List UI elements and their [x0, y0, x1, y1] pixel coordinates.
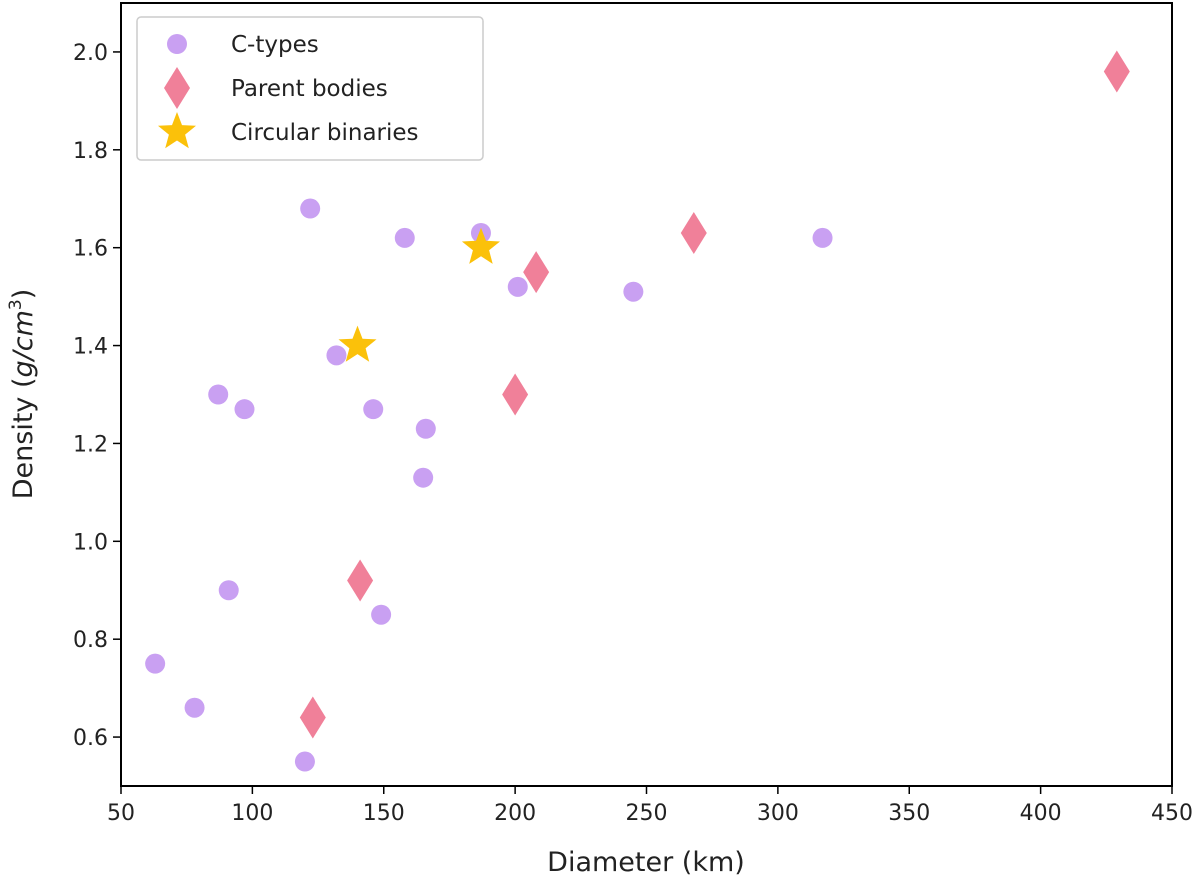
y-tick-label: 1.0 — [73, 530, 108, 555]
legend-markers — [158, 34, 196, 149]
c-types-point — [623, 281, 644, 302]
parent-bodies-point — [680, 212, 707, 255]
x-tick-label: 250 — [626, 801, 668, 826]
x-tick-label: 100 — [231, 801, 273, 826]
y-axis-title-suffix: ) — [8, 289, 39, 300]
parent-bodies-point — [299, 696, 326, 739]
y-axis-title-variable: g/cm — [8, 310, 39, 377]
legend-label-c-types: C-types — [231, 32, 319, 58]
c-types-point — [218, 580, 239, 601]
c-types-point — [507, 276, 528, 297]
y-tick-label: 0.6 — [73, 726, 108, 751]
x-tick-label: 400 — [1020, 801, 1062, 826]
c-types-point — [371, 604, 392, 625]
plot-area-frame — [120, 2, 1173, 787]
c-types-point — [363, 399, 384, 420]
c-types-point — [208, 384, 229, 405]
y-tick-label: 2.0 — [73, 41, 108, 66]
x-tick-label: 300 — [757, 801, 799, 826]
y-tick-label: 1.6 — [73, 237, 108, 262]
parent-bodies-point — [502, 373, 529, 416]
legend-marker-circular-binaries — [158, 112, 196, 149]
y-tick-label: 1.4 — [73, 335, 108, 360]
c-types-point — [300, 198, 321, 219]
x-tick-label: 150 — [363, 801, 405, 826]
y-axis-title-prefix: Density ( — [8, 378, 39, 500]
x-tick-label: 200 — [494, 801, 536, 826]
legend: C-types Parent bodies Circular binaries — [136, 16, 484, 161]
legend-marker-parent-bodies — [164, 67, 190, 109]
c-types-point — [415, 418, 436, 439]
c-types-point — [234, 399, 255, 420]
legend-box — [136, 16, 484, 161]
c-types-point — [184, 697, 205, 718]
parent-bodies-point — [1103, 50, 1130, 93]
parent-bodies-point — [523, 251, 550, 294]
legend-label-parent-bodies: Parent bodies — [231, 76, 388, 102]
y-tick-label: 0.8 — [73, 628, 108, 653]
x-tick-label: 50 — [107, 801, 135, 826]
legend-marker-c-types — [167, 34, 187, 54]
circular-binaries-point — [461, 227, 500, 264]
y-tick-label: 1.8 — [73, 139, 108, 164]
axis-ticks: 50 100 150 200 250 300 350 400 450 0.6 0.8 1.0 1.2 1.… — [73, 41, 1193, 826]
x-tick-label: 350 — [888, 801, 930, 826]
circular-binaries-point — [338, 325, 377, 362]
parent-bodies-point — [347, 559, 374, 602]
c-types-point — [812, 227, 833, 248]
legend-label-circular-binaries: Circular binaries — [231, 120, 419, 146]
data-points — [145, 50, 1130, 772]
c-types-point — [326, 345, 347, 366]
c-types-point — [145, 653, 166, 674]
y-axis-title-exponent: 3 — [6, 299, 26, 310]
y-tick-label: 1.2 — [73, 432, 108, 457]
x-axis-title: Diameter (km) — [547, 847, 745, 878]
c-types-point — [294, 751, 315, 772]
y-axis-title: Density (g/cm3) — [6, 289, 39, 500]
c-types-point — [394, 227, 415, 248]
c-types-point — [413, 467, 434, 488]
x-tick-label: 450 — [1151, 801, 1193, 826]
